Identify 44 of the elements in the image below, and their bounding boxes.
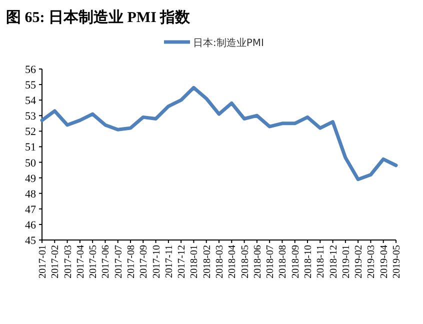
y-tick-label: 47: [25, 204, 36, 216]
y-tick-label: 49: [25, 172, 36, 185]
x-tick-label: 2017-02: [50, 245, 62, 278]
x-tick-label: 2018-06: [252, 245, 264, 278]
y-tick-label: 56: [25, 64, 36, 76]
chart-title: 图 65: 日本制造业 PMI 指数: [6, 9, 192, 26]
x-tick-label: 2018-10: [303, 245, 314, 278]
legend-label: 日本:制造业PMI: [193, 37, 264, 49]
x-tick-label: 2017-11: [164, 245, 175, 278]
x-tick-label: 2018-03: [214, 245, 226, 278]
x-tick-label: 2019-05: [392, 245, 402, 278]
x-tick-label: 2018-07: [265, 245, 276, 278]
x-tick-label: 2018-12: [328, 245, 340, 278]
x-tick-label: 2017-04: [75, 245, 86, 278]
y-tick-label: 45: [25, 235, 36, 247]
y-tick-label: 55: [25, 80, 36, 92]
y-tick-label: 53: [25, 110, 36, 123]
x-tick-label: 2018-05: [240, 245, 251, 278]
x-tick-label: 2018-02: [202, 245, 213, 278]
x-tick-label: 2019-02: [354, 245, 365, 278]
x-tick-label: 2019-04: [378, 245, 390, 278]
y-tick-label: 50: [25, 157, 36, 170]
x-tick-label: 2017-06: [100, 245, 112, 278]
x-tick-label: 2019-01: [340, 245, 352, 278]
x-tick-label: 2017-03: [62, 245, 74, 278]
x-tick-label: 2019-03: [366, 245, 378, 278]
y-tick-label: 54: [25, 95, 36, 108]
x-tick-label: 2017-07: [113, 245, 124, 278]
x-tick-label: 2018-08: [278, 245, 289, 278]
x-tick-label: 2017-05: [88, 245, 100, 278]
x-tick-label: 2018-01: [189, 245, 200, 278]
x-tick-label: 2017-12: [176, 245, 188, 278]
y-tick-label: 48: [25, 188, 36, 200]
x-tick-label: 2017-10: [151, 245, 162, 278]
x-tick-label: 2017-08: [126, 245, 137, 278]
y-tick-label: 52: [25, 126, 36, 138]
y-tick-label: 51: [25, 142, 36, 154]
x-tick-label: 2018-09: [290, 245, 302, 278]
y-tick-label: 46: [25, 219, 36, 232]
x-tick-label: 2017-09: [138, 245, 150, 278]
x-tick-label: 2018-04: [227, 245, 238, 278]
line-series: [40, 86, 398, 182]
x-tick-label: 2017-01: [38, 245, 48, 278]
x-tick-label: 2018-11: [316, 245, 327, 278]
